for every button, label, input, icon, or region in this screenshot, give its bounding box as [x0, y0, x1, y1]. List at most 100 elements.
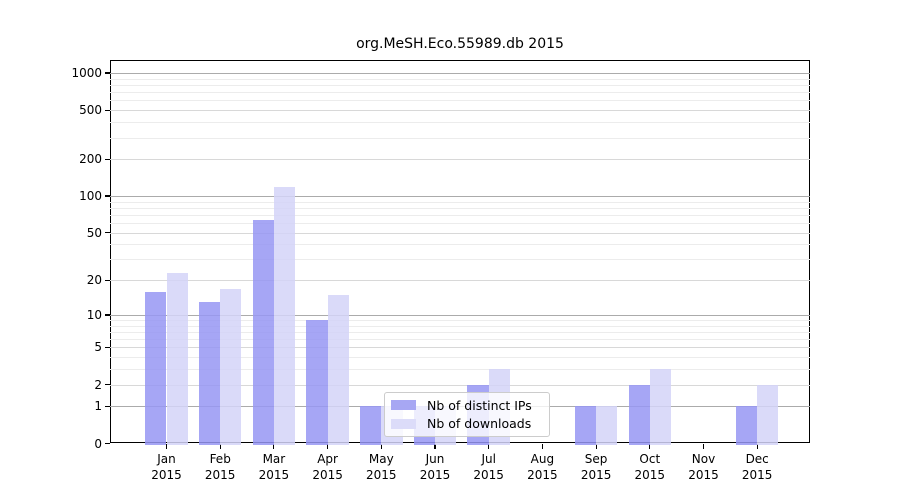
x-tick-mark: [327, 444, 329, 449]
x-tick-mark: [219, 444, 221, 449]
bar-distinct-ips: [252, 219, 274, 445]
bar-downloads: [649, 369, 672, 445]
gridline-minor: [110, 122, 810, 124]
gridline-minor: [110, 325, 810, 327]
x-tick-mark: [488, 444, 490, 449]
gridline-minor: [110, 332, 810, 333]
x-tick-label: Nov 2015: [672, 452, 736, 483]
gridline: [110, 159, 810, 161]
y-tick-label: 500: [79, 103, 102, 118]
x-tick-label: Sep 2015: [564, 452, 628, 483]
gridline-minor: [110, 214, 810, 216]
gridline-minor: [110, 201, 810, 203]
bar-downloads: [596, 406, 618, 445]
y-tick-mark: [104, 72, 110, 74]
x-tick-label: Dec 2015: [725, 452, 789, 483]
x-tick-year: 2015: [258, 467, 290, 482]
gridline-minor: [110, 223, 810, 225]
y-tick-label: 20: [86, 273, 102, 288]
legend-swatch-distinct-ips-icon: [391, 400, 416, 411]
legend-item-distinct-ips: Nb of distinct IPs: [391, 396, 549, 414]
y-tick-mark: [104, 346, 110, 349]
y-tick-label: 100: [79, 189, 102, 204]
x-tick-month: May: [368, 452, 394, 466]
x-tick-mark: [649, 444, 651, 449]
y-tick-mark: [104, 279, 110, 281]
gridline-minor: [110, 78, 810, 80]
y-tick-mark: [104, 442, 110, 445]
gridline: [110, 347, 810, 349]
gridline: [110, 73, 810, 75]
x-tick-mark: [595, 444, 597, 449]
gridline-minor: [110, 259, 810, 261]
x-tick-month: Apr: [317, 452, 338, 466]
y-tick-label: 1000: [71, 66, 102, 81]
gridline-minor: [110, 85, 810, 87]
bar-distinct-ips: [628, 384, 650, 445]
x-tick-month: Dec: [745, 452, 769, 466]
y-tick-mark: [104, 314, 110, 316]
x-tick-month: Jun: [425, 452, 445, 466]
x-tick-label: Feb 2015: [188, 452, 252, 483]
gridline: [110, 384, 810, 386]
y-tick-mark: [104, 109, 110, 111]
x-tick-year: 2015: [527, 467, 558, 482]
x-tick-mark: [165, 444, 168, 449]
gridline-minor: [110, 357, 810, 359]
x-tick-year: 2015: [419, 467, 451, 482]
x-tick-label: Jun 2015: [403, 452, 467, 483]
gridline-minor: [110, 100, 810, 102]
bar-downloads: [273, 186, 296, 445]
legend-item-downloads: Nb of downloads: [391, 415, 549, 433]
x-tick-label: Jul 2015: [457, 452, 521, 483]
x-tick-mark: [380, 444, 382, 449]
x-tick-mark: [541, 444, 543, 449]
bar-downloads: [166, 273, 188, 445]
gridline-minor: [110, 92, 810, 94]
chart-title: org.MeSH.Eco.55989.db 2015: [356, 36, 564, 52]
gridline: [110, 110, 810, 112]
gridline-minor: [110, 369, 810, 371]
x-tick-year: 2015: [473, 467, 504, 482]
bar-distinct-ips: [145, 291, 167, 445]
legend-swatch-downloads-icon: [391, 418, 416, 429]
gridline-minor: [110, 137, 810, 139]
x-tick-label: May 2015: [349, 452, 413, 483]
plot-border: [110, 60, 810, 443]
y-tick-mark: [104, 383, 110, 386]
legend-label-downloads: Nb of downloads: [427, 416, 532, 432]
gridline-minor: [110, 244, 810, 246]
x-tick-year: 2015: [366, 467, 397, 482]
gridline-minor: [110, 339, 810, 341]
x-tick-label: Jan 2015: [135, 452, 199, 483]
y-tick-mark: [104, 232, 110, 234]
y-tick-label: 10: [86, 307, 102, 322]
y-tick-label: 50: [86, 225, 102, 240]
x-tick-label: Apr 2015: [296, 452, 360, 483]
x-tick-label: Mar 2015: [242, 452, 306, 483]
x-tick-month: Jan: [157, 452, 176, 466]
bar-distinct-ips: [306, 320, 328, 445]
legend: Nb of distinct IPs Nb of downloads: [384, 392, 550, 437]
x-tick-year: 2015: [634, 467, 666, 482]
bar-distinct-ips: [198, 302, 221, 445]
bar-downloads: [757, 384, 779, 445]
x-tick-month: Feb: [209, 452, 231, 466]
x-tick-month: Oct: [639, 452, 661, 466]
x-tick-year: 2015: [151, 467, 182, 482]
x-tick-year: 2015: [688, 467, 719, 482]
x-tick-year: 2015: [580, 467, 612, 482]
y-tick-label: 0: [94, 436, 102, 451]
y-tick-label: 200: [79, 152, 102, 167]
legend-label-distinct-ips: Nb of distinct IPs: [427, 397, 532, 413]
x-tick-label: Aug 2015: [510, 452, 574, 483]
y-tick-label: 2: [94, 377, 102, 392]
x-tick-year: 2015: [741, 467, 773, 482]
gridline: [110, 196, 810, 198]
y-tick-label: 5: [94, 340, 102, 355]
x-tick-mark: [273, 444, 275, 449]
gridline: [110, 314, 810, 316]
x-tick-year: 2015: [312, 467, 343, 482]
x-tick-month: Sep: [584, 452, 608, 466]
x-tick-mark: [434, 444, 436, 449]
